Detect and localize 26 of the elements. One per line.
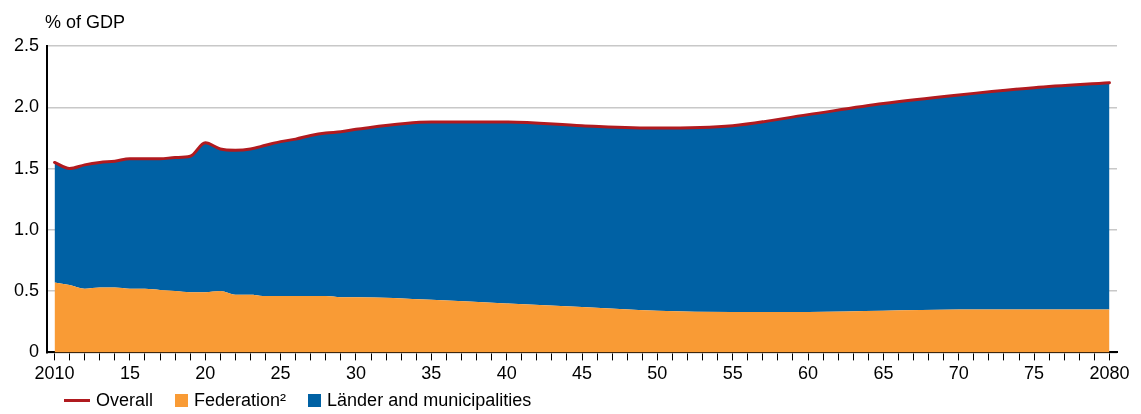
legend-label: Federation²: [194, 389, 287, 411]
x-tick-label: 20: [195, 363, 216, 384]
y-tick-label: 1.5: [13, 157, 40, 178]
x-tick-label: 75: [1024, 363, 1045, 384]
x-tick-label: 45: [572, 363, 593, 384]
y-tick-label: 1.0: [13, 218, 40, 239]
x-tick-label: 65: [873, 363, 894, 384]
y-tick-label: 0.5: [13, 280, 40, 301]
x-tick-label: 2080: [1089, 363, 1130, 384]
y-tick-label: 2.0: [13, 96, 40, 117]
x-tick-label: 40: [496, 363, 517, 384]
x-tick-label: 50: [647, 363, 668, 384]
legend-label: Overall: [96, 389, 154, 411]
line-series: [53, 81, 1111, 171]
y-axis-title: % of GDP: [45, 11, 126, 32]
x-tick-label: 55: [722, 363, 743, 384]
x-tick-label: 60: [798, 363, 819, 384]
x-tick-label: 35: [421, 363, 442, 384]
x-tick-label: 30: [345, 363, 366, 384]
legend-label: Länder and municipalities: [327, 389, 532, 411]
x-tick-label: 70: [948, 363, 969, 384]
x-tick-label: 2010: [34, 363, 75, 384]
y-tick-label: 2.5: [13, 34, 40, 55]
x-tick-label: 15: [119, 363, 140, 384]
y-tick-label: 0: [29, 341, 40, 362]
x-tick-label: 25: [270, 363, 291, 384]
